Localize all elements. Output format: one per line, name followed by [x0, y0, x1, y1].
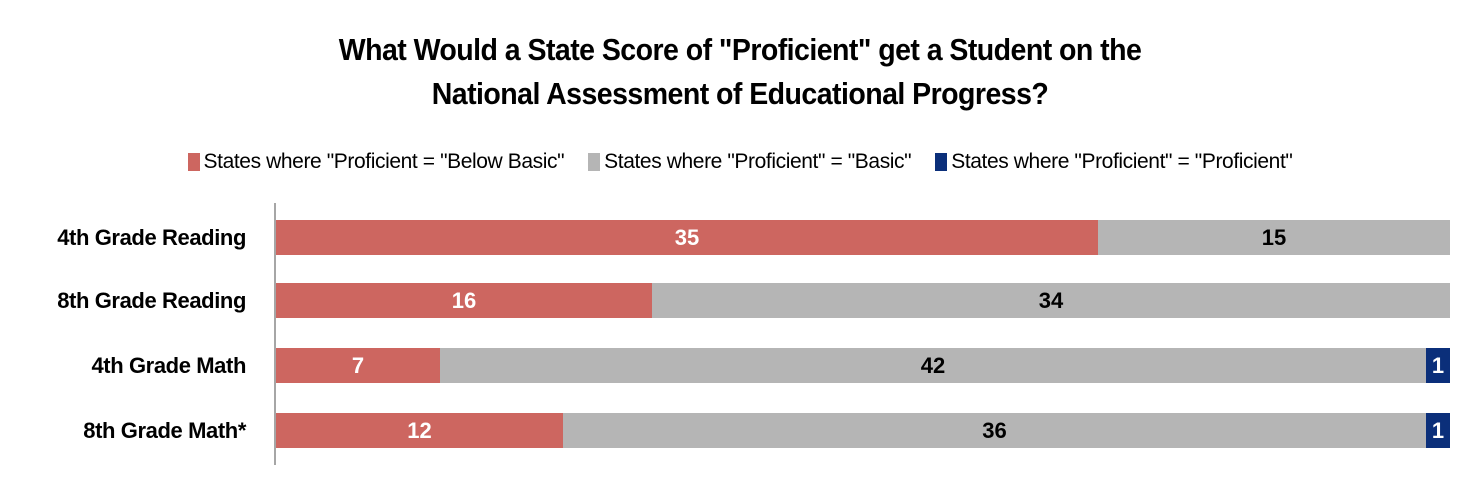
stacked-bar: 35 15	[276, 220, 1450, 255]
bar-row-4th-grade-reading: 4th Grade Reading 35 15	[0, 220, 1480, 255]
legend-label: States where "Proficient = "Below Basic"	[203, 150, 565, 173]
legend-label: States where "Proficient" = "Basic"	[604, 150, 912, 173]
legend-swatch-gray	[588, 153, 601, 171]
bar-row-8th-grade-reading: 8th Grade Reading 16 34	[0, 283, 1480, 318]
category-label: 4th Grade Math	[91, 353, 246, 378]
legend-swatch-blue	[935, 153, 948, 171]
bar-segment-below-basic: 16	[276, 283, 652, 318]
chart-title-line2: National Assessment of Educational Progr…	[431, 76, 1049, 111]
legend-item-basic: States where "Proficient" = "Basic"	[588, 150, 912, 174]
category-label: 4th Grade Reading	[57, 225, 246, 250]
legend-item-below-basic: States where "Proficient = "Below Basic"	[187, 150, 565, 174]
bar-segment-below-basic: 7	[276, 348, 440, 383]
legend-swatch-red	[187, 153, 200, 171]
stacked-bar: 16 34	[276, 283, 1450, 318]
chart-legend: States where "Proficient = "Below Basic"…	[0, 150, 1480, 174]
bar-row-4th-grade-math: 4th Grade Math 7 42 1	[0, 348, 1480, 383]
bar-segment-basic: 34	[652, 283, 1450, 318]
bar-segment-basic: 42	[440, 348, 1426, 383]
bar-segment-proficient: 1	[1426, 413, 1450, 448]
chart-title-line1: What Would a State Score of "Proficient"…	[338, 32, 1142, 67]
bar-segment-proficient: 1	[1426, 348, 1450, 383]
category-label: 8th Grade Reading	[57, 288, 246, 313]
category-label: 8th Grade Math*	[83, 418, 246, 443]
bar-segment-below-basic: 35	[276, 220, 1098, 255]
bar-segment-basic: 15	[1098, 220, 1450, 255]
legend-label: States where "Proficient" = "Proficient"	[951, 150, 1293, 173]
stacked-bar: 7 42 1	[276, 348, 1450, 383]
stacked-bar: 12 36 1	[276, 413, 1450, 448]
bar-row-8th-grade-math: 8th Grade Math* 12 36 1	[0, 413, 1480, 448]
bar-segment-basic: 36	[563, 413, 1426, 448]
bar-segment-below-basic: 12	[276, 413, 563, 448]
chart-title: What Would a State Score of "Proficient"…	[59, 28, 1421, 116]
y-axis-line	[274, 203, 276, 465]
legend-item-proficient: States where "Proficient" = "Proficient"	[935, 150, 1293, 174]
